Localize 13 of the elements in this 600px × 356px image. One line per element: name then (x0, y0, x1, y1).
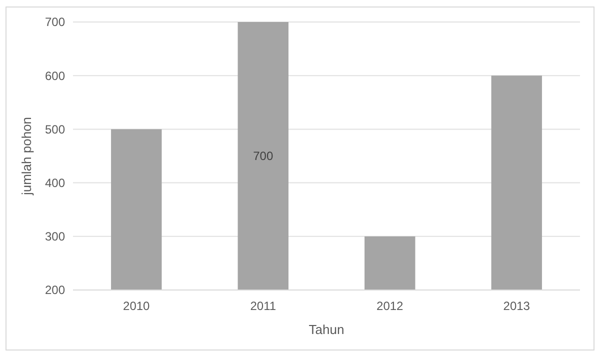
x-tick-label: 2010 (123, 299, 150, 313)
data-label: 700 (253, 149, 274, 164)
y-tick-label: 200 (44, 283, 66, 298)
y-tick-label: 400 (44, 176, 66, 190)
y-tick-label: 600 (44, 68, 66, 83)
x-tick-label: 2011 (250, 299, 276, 313)
x-tick-label: 2012 (376, 299, 404, 313)
y-tick-label: 300 (44, 230, 66, 244)
y-tick-label: 500 (44, 122, 66, 136)
y-tick-label: 700 (44, 15, 66, 30)
x-axis-title: Tahun (308, 322, 344, 337)
x-tick-label: 2013 (503, 299, 530, 313)
y-axis-title: jumlah pohon (19, 116, 34, 196)
